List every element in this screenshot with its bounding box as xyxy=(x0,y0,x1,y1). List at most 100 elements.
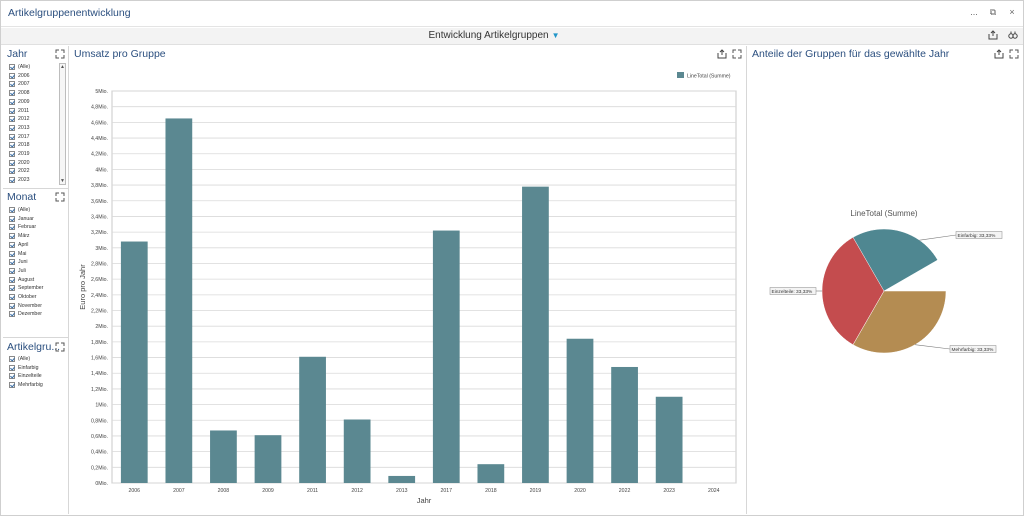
export-icon[interactable] xyxy=(988,30,998,40)
filter-item-label: 2009 xyxy=(18,98,30,105)
bar[interactable] xyxy=(388,475,416,483)
checkbox-checked-icon[interactable] xyxy=(9,116,15,123)
filter-list-item[interactable]: (Alle) xyxy=(9,355,30,363)
filter-list-item[interactable]: August xyxy=(9,276,34,284)
filter-list-item[interactable]: (Alle) xyxy=(9,63,30,71)
pie-title: LineTotal (Summe) xyxy=(850,209,917,218)
checkbox-checked-icon[interactable] xyxy=(9,142,15,149)
filter-list-item[interactable]: Dezember xyxy=(9,310,42,318)
filter-list-item[interactable]: 2022 xyxy=(9,167,30,175)
bar[interactable] xyxy=(120,241,148,483)
checkbox-checked-icon[interactable] xyxy=(9,177,15,184)
filter-list-item[interactable]: 2006 xyxy=(9,72,30,80)
checkbox-checked-icon[interactable] xyxy=(9,64,15,70)
checkbox-checked-icon[interactable] xyxy=(9,250,15,257)
checkbox-checked-icon[interactable] xyxy=(9,285,15,292)
bar[interactable] xyxy=(165,118,193,483)
maximize-icon[interactable] xyxy=(55,192,65,202)
scroll-up-arrow-icon[interactable]: ▲ xyxy=(60,64,65,70)
checkbox-checked-icon[interactable] xyxy=(9,81,15,88)
checkbox-checked-icon[interactable] xyxy=(9,107,15,114)
checkbox-checked-icon[interactable] xyxy=(9,215,15,222)
filter-list-item[interactable]: September xyxy=(9,284,43,292)
checkbox-checked-icon[interactable] xyxy=(9,356,15,362)
more-options-button[interactable]: ... xyxy=(970,7,978,17)
filter-list-item[interactable]: Einfarbig xyxy=(9,364,38,372)
maximize-icon[interactable] xyxy=(55,342,65,352)
filter-list-item[interactable]: März xyxy=(9,232,30,240)
checkbox-checked-icon[interactable] xyxy=(9,259,15,266)
checkbox-checked-icon[interactable] xyxy=(9,294,15,300)
checkbox-checked-icon[interactable] xyxy=(9,159,15,166)
checkbox-checked-icon[interactable] xyxy=(9,72,15,79)
filter-list-item[interactable]: 2008 xyxy=(9,89,30,97)
filter-list-item[interactable]: 2017 xyxy=(9,133,30,141)
filter-list-item[interactable]: (Alle) xyxy=(9,206,30,214)
filter-item-label: 2022 xyxy=(18,168,30,175)
checkbox-checked-icon[interactable] xyxy=(9,224,15,231)
bar[interactable] xyxy=(655,396,683,483)
maximize-icon[interactable] xyxy=(1009,49,1019,59)
filter-list-item[interactable]: 2012 xyxy=(9,115,30,123)
checkbox-checked-icon[interactable] xyxy=(9,98,15,105)
checkbox-checked-icon[interactable] xyxy=(9,241,15,248)
filter-icon[interactable]: ▼ xyxy=(551,31,560,40)
scroll-down-arrow-icon[interactable]: ▼ xyxy=(60,178,65,184)
parameters-icon[interactable] xyxy=(1008,30,1018,40)
bar[interactable] xyxy=(210,430,237,483)
bar[interactable] xyxy=(254,435,282,483)
checkbox-checked-icon[interactable] xyxy=(9,207,15,213)
checkbox-checked-icon[interactable] xyxy=(9,151,15,157)
bar[interactable] xyxy=(432,230,460,483)
filter-list-item[interactable]: 2019 xyxy=(9,150,30,158)
checkbox-checked-icon[interactable] xyxy=(9,382,15,389)
filter-list-item[interactable]: Februar xyxy=(9,223,36,231)
bar[interactable] xyxy=(299,356,326,483)
pie-chart[interactable]: LineTotal (Summe) Einfarbig: 33,33% Einzel… xyxy=(748,46,1023,514)
bar-chart[interactable]: 0Mio. 0,2Mio. 0,4Mio. 0,6Mio. 0,8Mio. 1Mio. 1,… xyxy=(70,46,747,514)
checkbox-checked-icon[interactable] xyxy=(9,302,15,309)
bar[interactable] xyxy=(522,186,549,483)
filter-list-item[interactable]: 2020 xyxy=(9,159,30,167)
filter-list-item[interactable]: Juni xyxy=(9,258,28,266)
checkbox-checked-icon[interactable] xyxy=(9,233,15,240)
restore-button[interactable]: ⧉ xyxy=(989,7,997,17)
filter-list-item[interactable]: 2023 xyxy=(9,176,30,184)
export-icon[interactable] xyxy=(717,49,727,59)
filter-list-item[interactable]: Januar xyxy=(9,215,34,223)
filter-list-item[interactable]: November xyxy=(9,302,42,310)
checkbox-checked-icon[interactable] xyxy=(9,168,15,175)
filter-list-item[interactable]: Oktober xyxy=(9,293,36,301)
filter-list-item[interactable]: Mehrfarbig xyxy=(9,381,43,389)
filter-list-item[interactable]: 2007 xyxy=(9,80,30,88)
filter-list-item[interactable]: 2011 xyxy=(9,107,29,115)
filter-list-item[interactable]: April xyxy=(9,241,28,249)
checkbox-checked-icon[interactable] xyxy=(9,311,15,318)
close-button[interactable]: × xyxy=(1009,7,1015,17)
bar[interactable] xyxy=(566,338,594,483)
x-tick-label: 2019 xyxy=(530,488,542,494)
y-tick-label: 2,6Mio. xyxy=(91,277,108,283)
checkbox-checked-icon[interactable] xyxy=(9,90,15,97)
bar[interactable] xyxy=(611,366,638,483)
filter-jahr-scrollbar[interactable]: ▲ ▼ xyxy=(59,63,66,185)
filter-list-item[interactable]: Juli xyxy=(9,267,26,275)
divider xyxy=(3,188,69,189)
filter-list-item[interactable]: Mai xyxy=(9,250,26,258)
filter-list-item[interactable]: Einzelteile xyxy=(9,372,42,380)
bar[interactable] xyxy=(477,464,505,483)
maximize-icon[interactable] xyxy=(55,49,65,59)
export-icon[interactable] xyxy=(994,49,1004,59)
filter-list-item[interactable]: 2013 xyxy=(9,124,30,132)
checkbox-checked-icon[interactable] xyxy=(9,364,15,371)
maximize-icon[interactable] xyxy=(732,49,742,59)
checkbox-checked-icon[interactable] xyxy=(9,267,15,274)
filter-list-item[interactable]: 2018 xyxy=(9,141,30,149)
checkbox-checked-icon[interactable] xyxy=(9,133,15,140)
checkbox-checked-icon[interactable] xyxy=(9,124,15,131)
filter-item-label: Februar xyxy=(18,224,37,231)
checkbox-checked-icon[interactable] xyxy=(9,373,15,380)
checkbox-checked-icon[interactable] xyxy=(9,276,15,283)
bar[interactable] xyxy=(343,419,371,483)
filter-list-item[interactable]: 2009 xyxy=(9,98,30,106)
